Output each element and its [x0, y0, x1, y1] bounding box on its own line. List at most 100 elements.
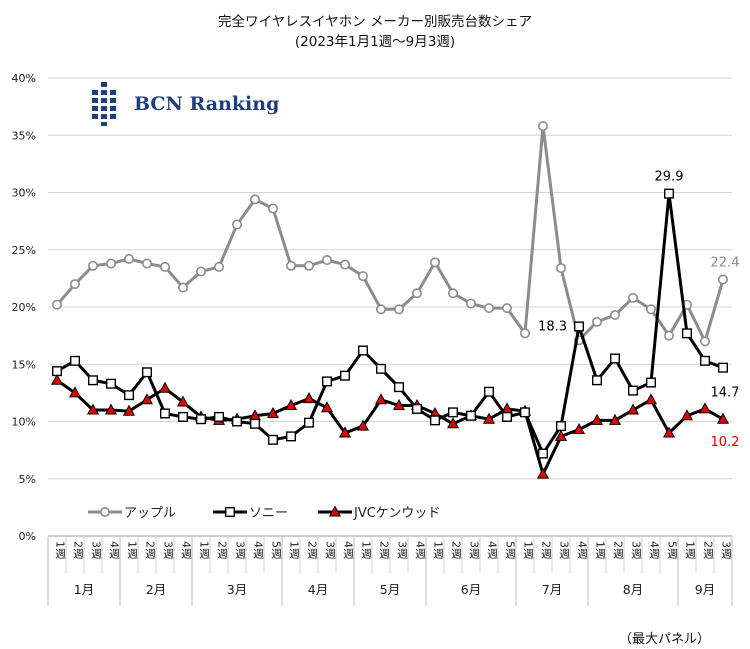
y-tick-label: 25%	[12, 244, 36, 257]
data-label: 14.7	[711, 386, 740, 401]
data-point-circle	[375, 304, 386, 315]
data-point-circle	[267, 203, 278, 214]
data-point-square	[628, 385, 639, 396]
data-point-square	[592, 375, 603, 386]
series-line-circle	[55, 124, 725, 343]
week-label: 2週	[378, 541, 391, 559]
month-label: 3月	[227, 582, 247, 597]
data-point-circle	[591, 316, 602, 327]
month-label: 8月	[623, 582, 643, 597]
data-point-square	[358, 345, 369, 356]
data-point-square	[231, 416, 242, 427]
data-point-square	[700, 355, 711, 366]
week-label: 5週	[504, 541, 517, 559]
data-point-square	[376, 363, 387, 374]
data-point-square	[159, 408, 170, 419]
data-point-square	[664, 188, 675, 199]
data-point-triangle	[266, 406, 280, 418]
data-point-square	[484, 386, 495, 397]
data-point-circle	[357, 271, 368, 282]
bcn-logo: BCN Ranking	[90, 82, 279, 126]
week-label: 1週	[126, 541, 139, 559]
week-label: 4週	[180, 541, 193, 559]
y-tick-label: 20%	[12, 301, 36, 314]
month-label: 6月	[461, 582, 481, 597]
data-point-circle	[124, 253, 135, 264]
data-point-square	[610, 353, 621, 364]
data-point-square	[87, 375, 98, 386]
month-label: 9月	[695, 582, 715, 597]
data-point-triangle	[392, 398, 406, 410]
data-point-square	[502, 411, 513, 422]
data-point-square	[430, 415, 441, 426]
data-point-triangle	[698, 402, 712, 414]
data-point-circle	[627, 292, 638, 303]
data-point-circle	[142, 258, 153, 269]
week-label: 4週	[648, 541, 661, 559]
data-point-circle	[106, 258, 117, 269]
data-point-square	[448, 407, 459, 418]
data-point-triangle	[356, 419, 370, 431]
week-label: 3週	[720, 541, 733, 559]
data-label: 22.4	[711, 256, 740, 271]
data-point-circle	[555, 263, 566, 274]
week-label: 1週	[288, 541, 301, 559]
week-label: 5週	[270, 541, 283, 559]
data-point-circle	[465, 298, 476, 309]
data-point-triangle	[176, 395, 190, 407]
data-point-circle	[699, 336, 710, 347]
week-label: 1週	[594, 541, 607, 559]
data-point-square	[466, 410, 477, 421]
data-point-triangle	[608, 413, 622, 425]
data-point-triangle	[158, 381, 172, 393]
week-label: 4週	[414, 541, 427, 559]
week-label: 3週	[90, 541, 103, 559]
month-label: 7月	[542, 582, 562, 597]
data-point-circle	[663, 330, 674, 341]
y-tick-label: 40%	[12, 72, 36, 85]
y-tick-label: 15%	[12, 358, 36, 371]
data-point-square	[412, 403, 423, 414]
data-point-triangle	[140, 393, 154, 405]
data-point-circle	[70, 279, 81, 290]
data-point-circle	[339, 259, 350, 270]
data-point-circle	[178, 282, 189, 293]
data-point-circle	[717, 274, 728, 285]
data-point-circle	[196, 266, 207, 277]
week-label: 4週	[576, 541, 589, 559]
data-point-triangle	[626, 403, 640, 415]
week-label: 3週	[558, 541, 571, 559]
data-point-circle	[519, 328, 530, 339]
data-point-triangle	[374, 393, 388, 405]
week-label: 3週	[234, 541, 247, 559]
y-tick-label: 35%	[12, 129, 36, 142]
week-label: 3週	[162, 541, 175, 559]
data-label: 10.2	[711, 435, 740, 450]
week-label: 3週	[468, 541, 481, 559]
legend-label: JVCケンウッド	[353, 506, 440, 521]
data-point-circle	[214, 261, 225, 272]
data-point-square	[340, 370, 351, 381]
data-point-circle	[51, 299, 62, 310]
legend-marker	[328, 505, 342, 517]
week-label: 4週	[342, 541, 355, 559]
week-label: 4週	[108, 541, 121, 559]
week-label: 3週	[324, 541, 337, 559]
data-point-circle	[303, 260, 314, 271]
data-point-circle	[429, 257, 440, 268]
data-point-square	[123, 390, 134, 401]
data-point-square	[195, 414, 206, 425]
chart-subtitle: (2023年1月1週～9月3週)	[294, 34, 456, 50]
data-point-square	[286, 431, 297, 442]
legend-label: ソニー	[249, 506, 288, 521]
legend-label: アップル	[124, 506, 176, 521]
data-point-triangle	[572, 422, 586, 435]
data-label: 29.9	[655, 170, 684, 185]
bcn-logo-text: BCN Ranking	[134, 93, 280, 115]
data-point-square	[177, 411, 188, 422]
data-point-triangle	[320, 401, 334, 413]
data-point-square	[394, 382, 405, 393]
data-point-triangle	[446, 417, 460, 429]
chart-title: 完全ワイヤレスイヤホン メーカー別販売台数シェア	[218, 14, 532, 30]
data-point-triangle	[662, 426, 676, 438]
